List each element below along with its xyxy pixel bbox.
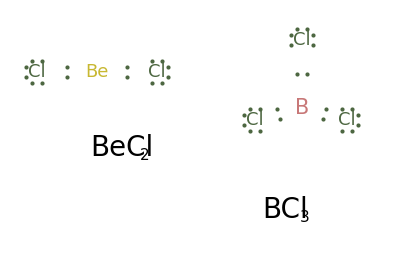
Text: BeCl: BeCl: [90, 134, 153, 162]
Text: 3: 3: [300, 210, 310, 225]
Text: Cl: Cl: [28, 63, 46, 81]
Text: Cl: Cl: [148, 63, 166, 81]
Text: Cl: Cl: [338, 111, 356, 129]
Text: BCl: BCl: [262, 196, 308, 224]
Text: B: B: [295, 98, 309, 118]
Text: 2: 2: [140, 147, 150, 163]
Text: Cl: Cl: [246, 111, 264, 129]
Text: Cl: Cl: [293, 31, 311, 49]
Text: Be: Be: [85, 63, 109, 81]
